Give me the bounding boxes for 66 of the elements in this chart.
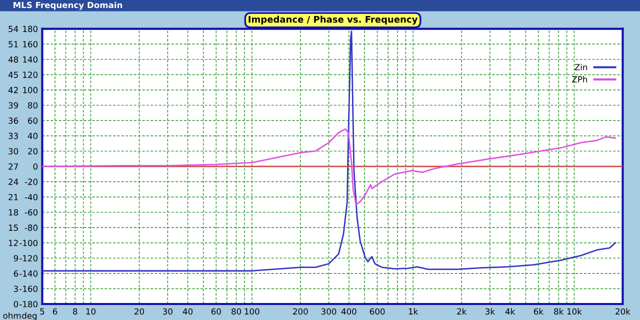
y-tick-label: 30 [8,148,18,154]
x-tick-label: 400 [341,308,356,315]
x-tick-label: 200 [293,308,308,315]
y-tick-label: 39 [8,102,18,109]
y2-tick-label: 40 [28,132,38,140]
legend-label: ZPh [572,76,588,82]
y-tick-label: 6 [14,270,18,277]
x-tick-label: 40 [182,308,193,315]
text: MLS Frequency Domain [14,2,122,10]
y2-tick-label: 20 [28,148,38,154]
x-tick-label: 100 [244,308,260,315]
x-tick-label: 1k [408,308,418,314]
x-tick-label: 20k [616,308,630,315]
y2-tick-label: -60 [24,209,38,216]
y-tick-label: 36 [8,118,18,124]
y-axis-title: ohm [3,312,21,319]
y2-tick-label: 80 [28,102,38,109]
y2-tick-label: -180 [20,300,38,308]
x-tick-label: 6 [52,308,58,315]
x-tick-label: 80 [232,308,242,315]
x-tick-label: 8k [554,308,564,315]
y2-tick-label: -120 [20,255,38,262]
y2-tick-label: 100 [23,86,38,94]
y2-tick-label: 180 [23,26,38,32]
y-tick-label: 24 [8,178,18,185]
y-tick-label: 45 [8,72,18,78]
y2-tick-label: -100 [20,240,38,246]
y2-tick-label: 0 [33,163,38,170]
y2-tick-label: -140 [20,270,38,277]
x-tick-label: 6k [534,308,544,315]
x-tick-label: 4k [505,308,516,314]
y2-tick-label: -20 [24,178,38,185]
y-tick-label: 15 [8,224,18,231]
y-tick-label: 48 [8,56,18,63]
y-tick-label: 27 [8,163,18,170]
x-tick-label: 30 [162,308,172,315]
chart-title: Impedance / Phase vs. Frequency [248,16,418,25]
x-tick-label: 5 [40,308,44,315]
x-tick-label: 60 [211,308,221,315]
y-tick-label: 12 [8,240,18,246]
x-tick-label: 600 [370,308,385,315]
x-tick-label: 3k [486,308,495,315]
x-tick-label: 10 [86,308,96,315]
x-tick-label: 8 [73,308,78,315]
y2-axis-title: deg [22,312,37,320]
x-tick-label: 10k [567,308,582,315]
x-tick-label: 300 [321,308,336,315]
y-tick-label: 42 [8,86,18,94]
y2-tick-label: 60 [28,118,38,124]
legend-label: Zin [574,64,588,70]
y-tick-label: 33 [8,132,18,140]
y-tick-label: 21 [8,194,18,200]
y-tick-label: 54 [8,26,18,32]
y2-tick-label: -160 [20,286,38,292]
y-tick-label: 9 [14,255,18,262]
y-tick-label: 0 [14,300,18,308]
y-tick-label: 51 [8,41,18,48]
y2-tick-label: -80 [24,224,38,231]
y2-tick-label: 140 [23,56,38,63]
y2-tick-label: 160 [23,41,38,48]
x-tick-label: 2k [457,308,467,314]
y2-tick-label: 120 [23,72,38,78]
y2-tick-label: -40 [24,194,38,200]
y-tick-label: 18 [8,209,18,216]
x-tick-label: 20 [134,308,144,315]
y-tick-label: 3 [14,286,18,292]
